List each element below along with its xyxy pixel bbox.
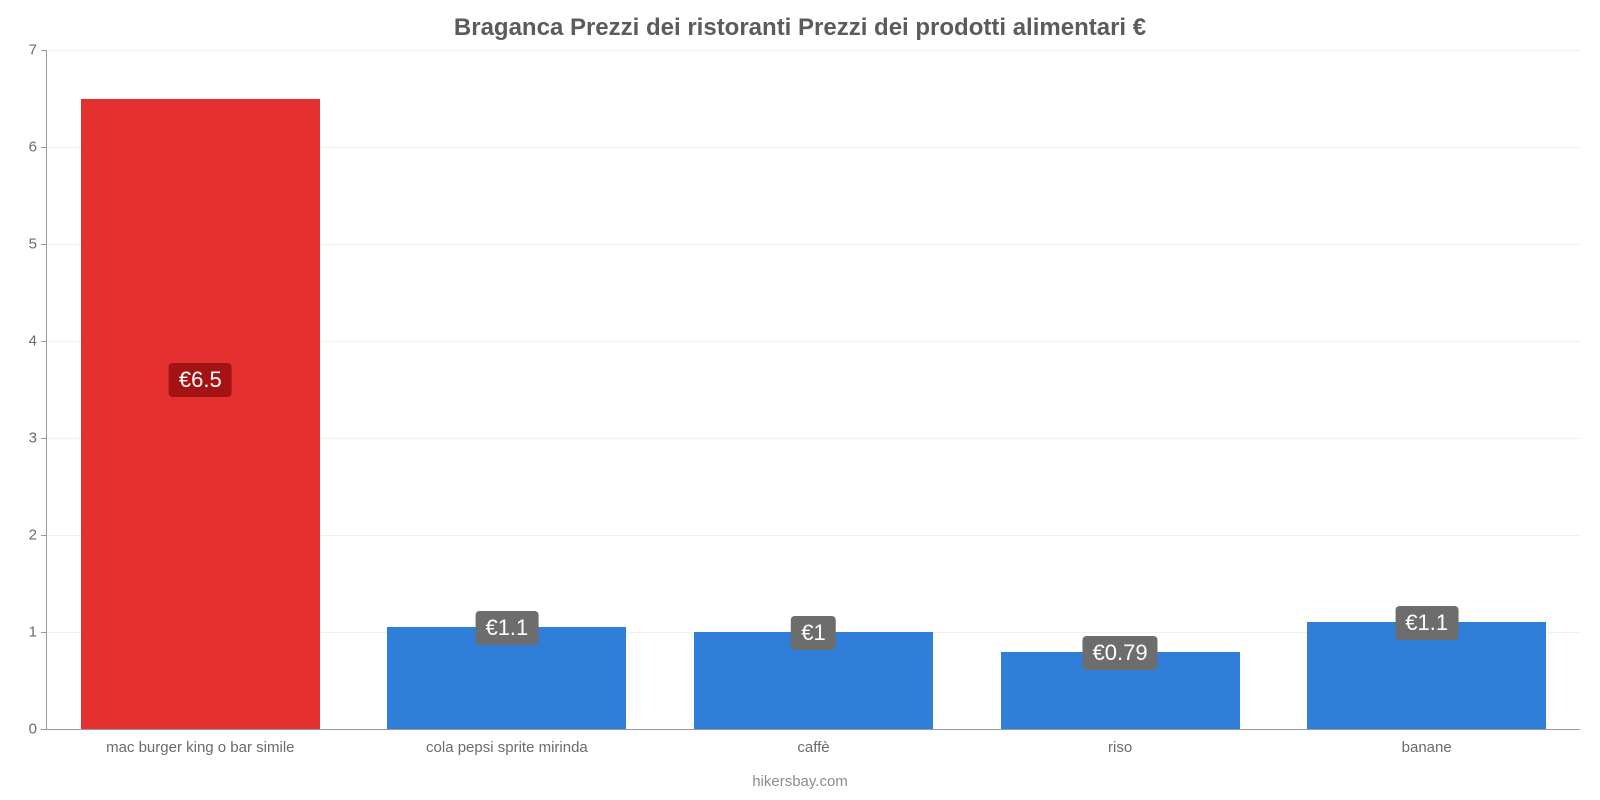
ytick-label: 7: [29, 42, 47, 59]
xtick-label: caffè: [797, 729, 829, 756]
ytick-label: 3: [29, 430, 47, 447]
xtick-label: mac burger king o bar simile: [106, 729, 294, 756]
chart-title: Braganca Prezzi dei ristoranti Prezzi de…: [0, 0, 1600, 42]
bar: €1.1: [1307, 622, 1546, 729]
ytick-label: 2: [29, 527, 47, 544]
attribution-text: hikersbay.com: [0, 773, 1600, 790]
xtick-label: riso: [1108, 729, 1132, 756]
ytick-label: 0: [29, 721, 47, 738]
bars-layer: €6.5 €1.1 €1 €0.79 €1.1: [47, 50, 1580, 729]
value-badge: €1.1: [1395, 606, 1458, 640]
ytick-label: 5: [29, 236, 47, 253]
ytick-label: 4: [29, 333, 47, 350]
bar: €1.1: [387, 627, 626, 729]
xtick-label: cola pepsi sprite mirinda: [426, 729, 588, 756]
value-badge: €1.1: [475, 611, 538, 645]
value-badge: €6.5: [169, 363, 232, 397]
ytick-label: 6: [29, 139, 47, 156]
value-badge: €0.79: [1083, 636, 1158, 670]
bar: €0.79: [1001, 652, 1240, 729]
plot-area: €6.5€1.1€1€0.79€1.1 01234567mac burger k…: [46, 50, 1580, 730]
xtick-label: banane: [1402, 729, 1452, 756]
value-badge: €1: [791, 616, 835, 650]
ytick-label: 1: [29, 624, 47, 641]
bar: €6.5: [81, 99, 320, 729]
bar: €1: [694, 632, 933, 729]
price-bar-chart: Braganca Prezzi dei ristoranti Prezzi de…: [0, 0, 1600, 800]
